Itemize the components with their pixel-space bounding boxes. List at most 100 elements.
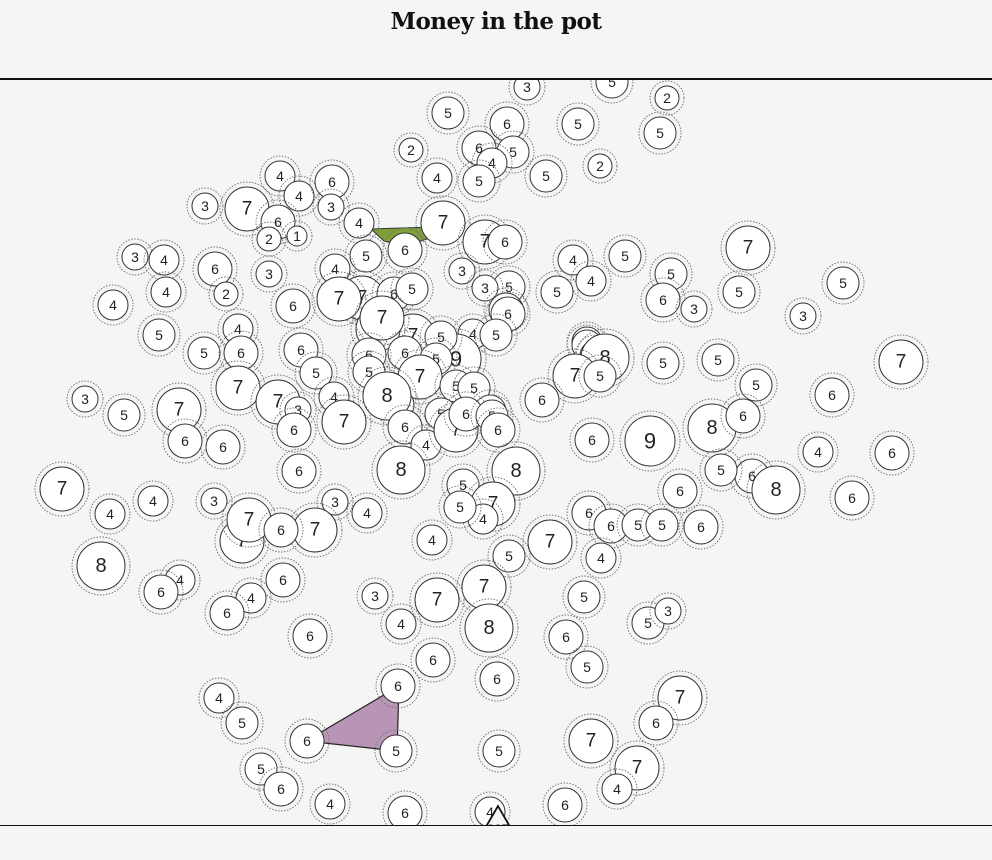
coin[interactable]: 4 [230, 577, 272, 619]
coin[interactable]: 3 [316, 483, 354, 521]
coin[interactable]: 6 [192, 246, 238, 292]
coin[interactable]: 5 [734, 363, 778, 407]
coin[interactable]: 5 [590, 80, 634, 104]
coin[interactable]: 6 [204, 590, 250, 636]
coin[interactable]: 8 [486, 441, 546, 501]
coin[interactable]: 1 [281, 220, 313, 252]
coin[interactable]: 6 [678, 504, 724, 550]
coin[interactable]: 7 [34, 461, 90, 517]
coin[interactable]: 3 [675, 290, 713, 328]
coin[interactable]: 5 [717, 270, 761, 314]
coin[interactable]: 4 [309, 783, 351, 825]
coin[interactable]: 5 [641, 341, 685, 385]
coin[interactable]: 4 [89, 493, 131, 535]
coin[interactable]: 5 [578, 354, 622, 398]
coin[interactable]: 7 [287, 502, 343, 558]
coin[interactable]: 4 [411, 519, 453, 561]
coin[interactable]: 5 [452, 366, 496, 410]
coin[interactable]: 4 [380, 603, 422, 645]
coin[interactable]: 5 [821, 261, 865, 305]
coin[interactable]: 6 [276, 448, 322, 494]
coin[interactable]: 6 [382, 227, 428, 273]
coin[interactable]: 9 [619, 410, 681, 472]
coin[interactable]: 3 [649, 592, 687, 630]
coin[interactable]: 5 [457, 159, 501, 203]
coin[interactable]: 5 [699, 448, 743, 492]
purple-triangle-shape[interactable] [304, 684, 400, 752]
coin[interactable]: 6 [869, 430, 915, 476]
coin[interactable]: 6 [829, 475, 875, 521]
coin[interactable]: 6 [271, 407, 317, 453]
coin[interactable]: 5 [137, 313, 181, 357]
coin[interactable]: 6 [382, 404, 428, 450]
coin[interactable]: 5 [474, 313, 518, 357]
coin[interactable]: 4 [145, 271, 187, 313]
coin[interactable]: 6 [519, 377, 565, 423]
coin[interactable]: 2 [208, 276, 244, 312]
coin[interactable]: 6 [543, 614, 589, 660]
coin[interactable]: 5 [696, 338, 740, 382]
coin[interactable]: 6 [287, 613, 333, 659]
coin[interactable]: 4 [259, 155, 301, 197]
coin[interactable]: 6 [260, 557, 306, 603]
coin[interactable]: 4 [198, 677, 240, 719]
coin[interactable]: 6 [258, 766, 304, 812]
coin[interactable]: 3 [356, 577, 394, 615]
coin[interactable]: 5 [426, 91, 470, 135]
coin[interactable]: 8 [682, 398, 742, 458]
coin[interactable]: 6 [410, 637, 456, 683]
coin[interactable]: 7 [415, 195, 471, 251]
coin[interactable]: 3 [116, 238, 154, 276]
coin[interactable]: 7 [311, 271, 367, 327]
coin[interactable]: 7 [563, 713, 619, 769]
coin[interactable]: 6 [633, 700, 679, 746]
coin[interactable]: 2 [649, 80, 685, 116]
coin[interactable]: 8 [357, 366, 417, 426]
coin[interactable]: 6 [569, 417, 615, 463]
coin[interactable]: 6 [138, 569, 184, 615]
coin[interactable]: 4 [278, 175, 320, 217]
coin[interactable]: 6 [474, 656, 520, 702]
coin[interactable]: 6 [542, 782, 588, 825]
coin[interactable]: 4 [570, 260, 612, 302]
coin[interactable]: 6 [284, 718, 330, 764]
coin[interactable]: 8 [746, 460, 806, 520]
coin[interactable]: 6 [657, 468, 703, 514]
coin[interactable]: 2 [251, 221, 287, 257]
coin[interactable]: 5 [220, 701, 264, 745]
coin[interactable]: 5 [102, 393, 146, 437]
coin[interactable]: 6 [382, 790, 428, 825]
coin[interactable]: 5 [638, 111, 682, 155]
coin[interactable]: 3 [312, 188, 350, 226]
coin[interactable]: 7 [522, 514, 578, 570]
coin[interactable]: 4 [92, 284, 134, 326]
coin[interactable]: 5 [344, 234, 388, 278]
coin[interactable]: 6 [162, 418, 208, 464]
coin[interactable]: 7 [652, 670, 708, 726]
coin[interactable]: 8 [371, 440, 431, 500]
coin[interactable]: 5 [477, 729, 521, 773]
coin[interactable]: 5 [562, 575, 606, 619]
coin[interactable]: 6 [375, 663, 421, 709]
coin[interactable]: 4 [132, 480, 174, 522]
coin[interactable]: 3 [784, 297, 822, 335]
coin[interactable]: 8 [71, 536, 131, 596]
coin[interactable]: 6 [640, 277, 686, 323]
coin[interactable]: 5 [294, 351, 338, 395]
coin[interactable]: 5 [390, 267, 434, 311]
coin[interactable]: 6 [270, 283, 316, 329]
coin[interactable]: 5 [649, 252, 693, 296]
coin[interactable]: 4 [596, 768, 638, 810]
coin[interactable]: 5 [487, 534, 531, 578]
coin[interactable]: 7 [873, 334, 929, 390]
coin[interactable]: 4 [552, 239, 594, 281]
coin[interactable]: 6 [200, 424, 246, 470]
coin[interactable]: 2 [393, 132, 429, 168]
coin[interactable]: 2 [582, 148, 618, 184]
coin[interactable]: 3 [66, 380, 104, 418]
coin[interactable]: 5 [565, 645, 609, 689]
coin[interactable]: 5 [640, 503, 684, 547]
coin[interactable]: 3 [195, 482, 233, 520]
coin[interactable]: 4 [338, 202, 380, 244]
